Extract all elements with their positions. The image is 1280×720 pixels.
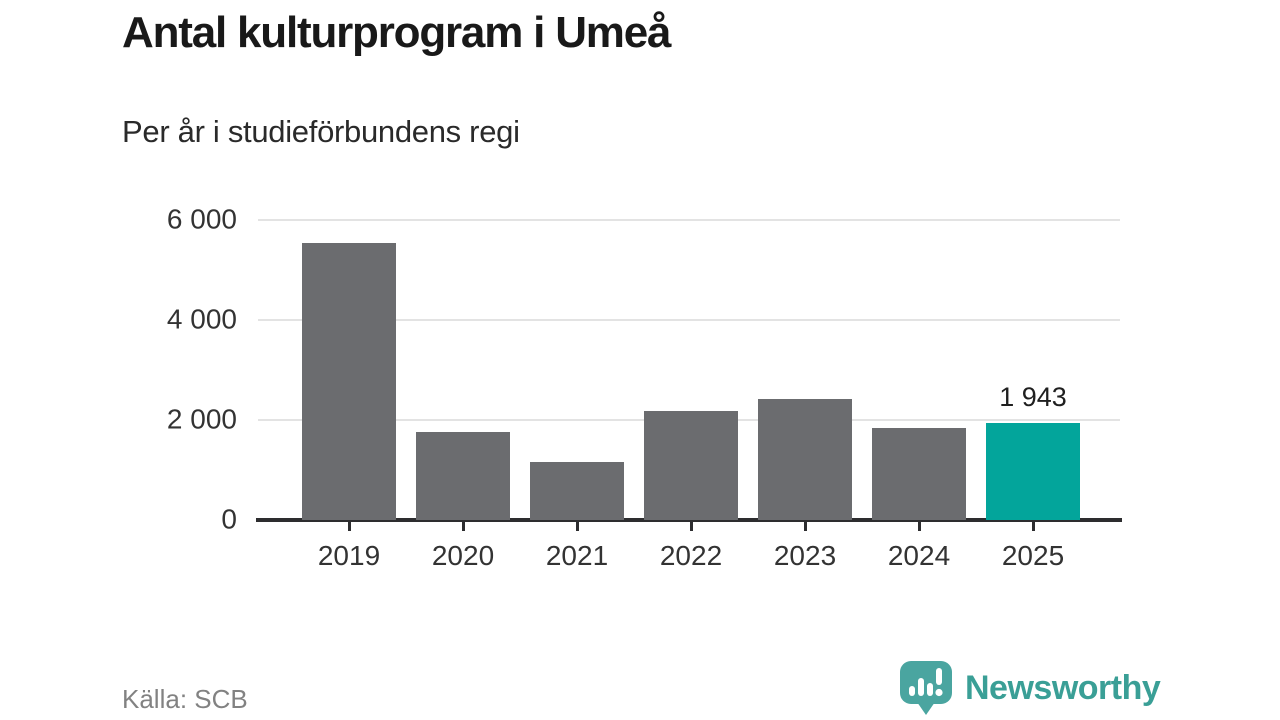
bar-2019 [302, 242, 396, 520]
x-axis-tick [461, 522, 465, 531]
y-axis-tick-label: 6 000 [166, 203, 237, 235]
bar-2023 [758, 399, 852, 520]
x-axis-tick [917, 522, 921, 531]
x-axis-tick [803, 522, 807, 531]
y-axis-tick-label: 2 000 [166, 403, 237, 435]
bar-2025 [986, 422, 1080, 520]
x-axis-tick-label-2022: 2022 [659, 540, 723, 571]
x-axis-tick-label-2019: 2019 [317, 540, 381, 571]
x-axis-tick [575, 522, 579, 531]
x-axis-tick [1031, 522, 1035, 531]
bar-2024 [872, 428, 966, 520]
x-axis-tick [347, 522, 351, 531]
data-label-2025: 1 943 [999, 381, 1067, 412]
x-axis-tick-label-2023: 2023 [773, 540, 837, 571]
x-axis-tick-label-2021: 2021 [545, 540, 609, 571]
y-axis-tick-label: 4 000 [166, 303, 237, 335]
x-axis-tick-label-2020: 2020 [431, 540, 495, 571]
x-axis-tick-label-2025: 2025 [1001, 540, 1065, 571]
newsworthy-wordmark: Newsworthy [965, 668, 1161, 707]
chart-title: Antal kulturprogram i Umeå [122, 8, 671, 57]
bar-2022 [644, 411, 738, 520]
bar-2020 [416, 431, 510, 520]
chart-subtitle: Per år i studieförbundens regi [122, 114, 520, 149]
source-note: Källa: SCB [122, 684, 248, 714]
x-axis-tick-label-2024: 2024 [887, 540, 951, 571]
x-axis-tick [689, 522, 693, 531]
y-axis-tick-label: 0 [221, 503, 237, 535]
newsworthy-bubble-chart-icon [900, 661, 952, 715]
gridline-y-6000 [258, 219, 1120, 221]
bar-chart-plot-area: 0 2 000 4 000 6 000 2019 2020 2021 2022 2023 2024… [167, 200, 1122, 571]
bar-2021 [530, 461, 624, 520]
gridline-y-4000 [258, 319, 1120, 321]
x-axis-line [256, 518, 1122, 522]
newsworthy-logo: Newsworthy [898, 659, 1161, 717]
